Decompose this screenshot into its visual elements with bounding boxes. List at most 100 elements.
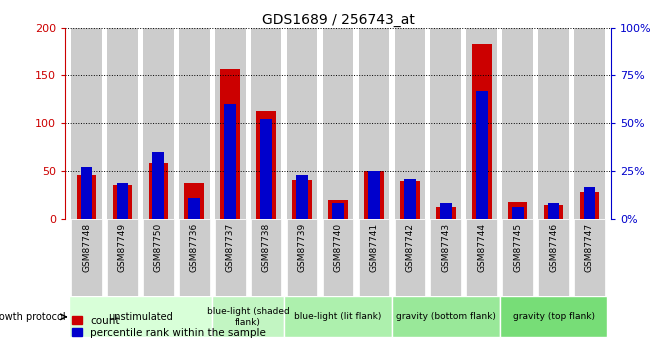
Bar — [328, 200, 348, 219]
Bar — [153, 152, 164, 156]
FancyBboxPatch shape — [143, 219, 174, 296]
FancyBboxPatch shape — [392, 296, 500, 337]
Bar — [368, 171, 380, 175]
Bar — [292, 180, 312, 219]
Bar — [543, 205, 564, 219]
Bar — [215, 28, 246, 219]
Bar — [430, 28, 461, 219]
FancyBboxPatch shape — [107, 219, 138, 296]
Bar — [472, 44, 491, 219]
Bar — [296, 177, 308, 219]
Bar — [292, 180, 312, 219]
Bar — [538, 28, 569, 219]
FancyBboxPatch shape — [500, 296, 607, 337]
Title: GDS1689 / 256743_at: GDS1689 / 256743_at — [261, 12, 415, 27]
Text: GSM87738: GSM87738 — [262, 223, 270, 272]
Bar — [296, 175, 308, 178]
Bar — [188, 200, 200, 219]
Text: GSM87743: GSM87743 — [441, 223, 450, 272]
Bar — [508, 202, 528, 219]
Bar — [256, 111, 276, 219]
Text: GSM87741: GSM87741 — [369, 223, 378, 272]
Bar — [400, 181, 420, 219]
FancyBboxPatch shape — [284, 296, 392, 337]
Bar — [185, 183, 204, 219]
Bar — [148, 164, 168, 219]
Bar — [584, 188, 595, 219]
Bar — [224, 104, 236, 112]
Bar — [359, 28, 389, 219]
Bar — [512, 207, 523, 208]
Text: GSM87750: GSM87750 — [154, 223, 163, 272]
Bar — [584, 187, 595, 189]
Text: gravity (bottom flank): gravity (bottom flank) — [396, 312, 496, 321]
FancyBboxPatch shape — [395, 219, 425, 296]
Bar — [440, 204, 452, 219]
Bar — [77, 175, 96, 219]
FancyBboxPatch shape — [72, 219, 102, 296]
Bar — [116, 185, 129, 219]
FancyBboxPatch shape — [287, 219, 317, 296]
Bar — [502, 28, 533, 219]
Bar — [580, 192, 599, 219]
Text: GSM87744: GSM87744 — [477, 223, 486, 272]
Text: GSM87736: GSM87736 — [190, 223, 199, 272]
Bar — [404, 181, 416, 219]
Bar — [260, 119, 272, 127]
Bar — [368, 173, 380, 219]
FancyBboxPatch shape — [213, 296, 284, 337]
FancyBboxPatch shape — [215, 219, 246, 296]
Text: GSM87742: GSM87742 — [406, 223, 414, 272]
FancyBboxPatch shape — [430, 219, 461, 296]
Text: GSM87745: GSM87745 — [513, 223, 522, 272]
FancyBboxPatch shape — [323, 219, 353, 296]
Bar — [260, 123, 272, 219]
Bar — [580, 192, 599, 219]
Text: blue-light (lit flank): blue-light (lit flank) — [294, 312, 382, 321]
Bar — [395, 28, 425, 219]
Text: unstimulated: unstimulated — [108, 312, 173, 322]
Bar — [148, 164, 168, 219]
Bar — [547, 204, 560, 219]
Bar — [107, 28, 138, 219]
Bar — [77, 175, 96, 219]
FancyBboxPatch shape — [574, 219, 605, 296]
Text: GSM87747: GSM87747 — [585, 223, 594, 272]
Bar — [400, 181, 420, 219]
Bar — [328, 200, 348, 219]
Bar — [332, 204, 344, 219]
Bar — [112, 185, 133, 219]
Bar — [508, 202, 528, 219]
Bar — [364, 171, 384, 219]
Bar — [220, 69, 240, 219]
FancyBboxPatch shape — [69, 296, 213, 337]
Bar — [153, 154, 164, 219]
FancyBboxPatch shape — [359, 219, 389, 296]
Bar — [404, 179, 416, 182]
Bar — [185, 183, 204, 219]
Bar — [224, 108, 236, 219]
Bar — [81, 167, 92, 171]
Bar — [543, 205, 564, 219]
FancyBboxPatch shape — [467, 219, 497, 296]
Bar — [440, 203, 452, 204]
Bar — [72, 28, 102, 219]
Text: GSM87739: GSM87739 — [298, 223, 307, 272]
Bar — [81, 169, 92, 219]
Text: growth protocol: growth protocol — [0, 312, 66, 322]
Bar — [323, 28, 353, 219]
Bar — [179, 28, 209, 219]
Bar — [436, 207, 456, 219]
Bar — [436, 207, 456, 219]
Bar — [467, 28, 497, 219]
Bar — [251, 28, 281, 219]
Text: GSM87740: GSM87740 — [333, 223, 343, 272]
Text: gravity (top flank): gravity (top flank) — [513, 312, 595, 321]
Text: blue-light (shaded
flank): blue-light (shaded flank) — [207, 307, 289, 326]
Bar — [188, 198, 200, 201]
Text: GSM87748: GSM87748 — [82, 223, 91, 272]
Text: GSM87737: GSM87737 — [226, 223, 235, 272]
Text: GSM87749: GSM87749 — [118, 223, 127, 272]
FancyBboxPatch shape — [502, 219, 533, 296]
Bar — [512, 208, 523, 219]
